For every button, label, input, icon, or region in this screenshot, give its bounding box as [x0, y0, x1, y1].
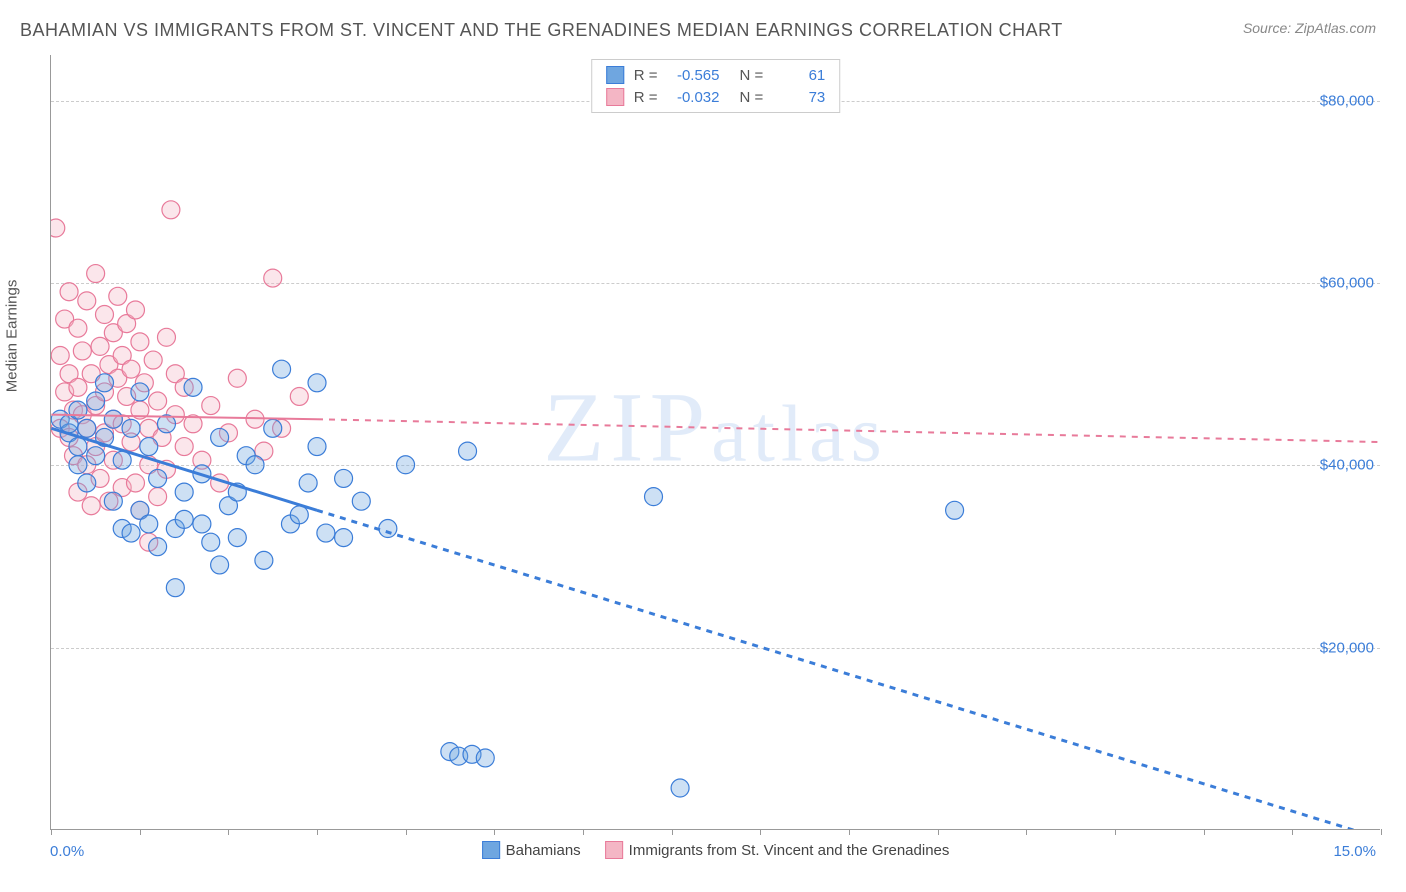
n-value-1: 61	[773, 67, 825, 84]
x-tick	[849, 829, 850, 835]
n-label: N =	[740, 89, 764, 106]
source-attribution: Source: ZipAtlas.com	[1243, 20, 1376, 36]
stats-row-series-1: R = -0.565 N = 61	[606, 64, 826, 86]
x-tick	[1204, 829, 1205, 835]
n-value-2: 73	[773, 89, 825, 106]
x-tick	[760, 829, 761, 835]
x-tick	[406, 829, 407, 835]
chart-plot-area: ZIPatlas R = -0.565 N = 61 R = -0.032 N …	[50, 55, 1380, 830]
scatter-plot-svg	[51, 55, 1380, 829]
x-tick	[228, 829, 229, 835]
r-label: R =	[634, 89, 658, 106]
x-tick	[140, 829, 141, 835]
legend-label-2: Immigrants from St. Vincent and the Gren…	[629, 842, 950, 859]
x-tick	[1381, 829, 1382, 835]
r-value-2: -0.032	[668, 89, 720, 106]
r-label: R =	[634, 67, 658, 84]
legend-item-1: Bahamians	[482, 841, 581, 859]
legend-swatch-1	[482, 841, 500, 859]
n-label: N =	[740, 67, 764, 84]
x-tick	[1026, 829, 1027, 835]
x-tick	[1292, 829, 1293, 835]
x-tick	[583, 829, 584, 835]
swatch-series-2	[606, 88, 624, 106]
x-tick	[672, 829, 673, 835]
correlation-stats-box: R = -0.565 N = 61 R = -0.032 N = 73	[591, 59, 841, 113]
r-value-1: -0.565	[668, 67, 720, 84]
y-axis-label: Median Earnings	[4, 280, 21, 393]
x-tick	[51, 829, 52, 835]
stats-row-series-2: R = -0.032 N = 73	[606, 86, 826, 108]
chart-title: BAHAMIAN VS IMMIGRANTS FROM ST. VINCENT …	[20, 20, 1063, 41]
x-axis-max-label: 15.0%	[1333, 843, 1376, 860]
legend-swatch-2	[605, 841, 623, 859]
chart-header: BAHAMIAN VS IMMIGRANTS FROM ST. VINCENT …	[0, 0, 1406, 51]
swatch-series-1	[606, 66, 624, 84]
legend-label-1: Bahamians	[506, 842, 581, 859]
x-tick	[1115, 829, 1116, 835]
legend-item-2: Immigrants from St. Vincent and the Gren…	[605, 841, 950, 859]
legend-bottom: Bahamians Immigrants from St. Vincent an…	[482, 841, 950, 859]
x-axis-min-label: 0.0%	[50, 843, 84, 860]
x-tick	[494, 829, 495, 835]
x-tick	[317, 829, 318, 835]
x-tick	[938, 829, 939, 835]
